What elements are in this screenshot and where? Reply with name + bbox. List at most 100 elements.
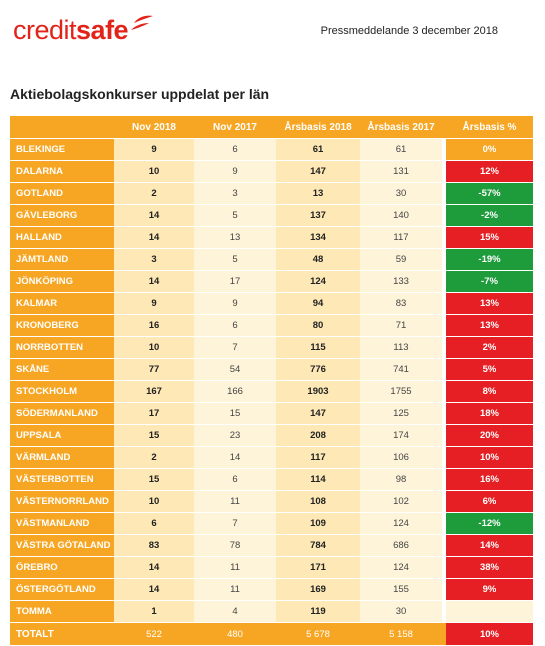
cell-ars2018: 169 — [276, 578, 360, 601]
cell-pct-change: 20% — [446, 424, 533, 447]
column-header-ars2017: Årsbasis 2017 — [360, 116, 442, 139]
county-name: VÄRMLAND — [10, 446, 114, 469]
creditsafe-swoosh-icon — [131, 15, 154, 30]
county-name: HALLAND — [10, 226, 114, 249]
county-name: ÖSTERGÖTLAND — [10, 578, 114, 601]
cell-ars2018: 48 — [276, 248, 360, 271]
cell-nov2018: 9 — [114, 138, 194, 161]
cell-nov2017: 17 — [194, 270, 276, 293]
cell-pct-change: -19% — [446, 248, 533, 271]
county-name: NORRBOTTEN — [10, 336, 114, 359]
cell-nov2018: 77 — [114, 358, 194, 381]
county-name: VÄSTERBOTTEN — [10, 468, 114, 491]
table-row: BLEKINGE 9 6 61 61 0% — [10, 138, 533, 161]
cell-ars2017: 124 — [360, 512, 442, 535]
cell-nov2017: 7 — [194, 336, 276, 359]
cell-ars2018: 109 — [276, 512, 360, 535]
cell-ars2017: 102 — [360, 490, 442, 513]
cell-pct-change: -57% — [446, 182, 533, 205]
cell-nov2017: 15 — [194, 402, 276, 425]
cell-nov2018: 83 — [114, 534, 194, 557]
cell-nov2018: 17 — [114, 402, 194, 425]
cell-pct-change: 15% — [446, 226, 533, 249]
cell-ars2017: 59 — [360, 248, 442, 271]
county-name: ÖREBRO — [10, 556, 114, 579]
county-name: STOCKHOLM — [10, 380, 114, 403]
county-name: VÄSTERNORRLAND — [10, 490, 114, 513]
cell-nov2018: 10 — [114, 336, 194, 359]
cell-pct-change: -7% — [446, 270, 533, 293]
cell-ars2018: 208 — [276, 424, 360, 447]
logo-credit-text: credit — [13, 15, 77, 45]
column-header-nov2017: Nov 2017 — [194, 116, 276, 139]
cell-nov2017: 166 — [194, 380, 276, 403]
cell-gap — [442, 402, 446, 425]
cell-nov2017: 6 — [194, 138, 276, 161]
creditsafe-logo: creditsafe — [13, 12, 154, 48]
table-row: STOCKHOLM 167 166 1903 1755 8% — [10, 380, 533, 403]
cell-nov2018: 1 — [114, 600, 194, 623]
cell-nov2018: 14 — [114, 204, 194, 227]
cell-nov2018: 15 — [114, 468, 194, 491]
table-row: HALLAND 14 13 134 117 15% — [10, 226, 533, 249]
cell-ars2017: 140 — [360, 204, 442, 227]
county-name: TOMMA — [10, 600, 114, 623]
cell-gap — [442, 424, 446, 447]
cell-gap — [442, 534, 446, 557]
cell-nov2018: 10 — [114, 490, 194, 513]
column-header-name — [10, 116, 114, 139]
table-row: SKÅNE 77 54 776 741 5% — [10, 358, 533, 381]
table-row: KRONOBERG 16 6 80 71 13% — [10, 314, 533, 337]
cell-gap — [442, 248, 446, 271]
county-name: GÄVLEBORG — [10, 204, 114, 227]
cell-gap — [442, 446, 446, 469]
total-row: TOTALT 522 480 5 678 5 158 10% — [10, 622, 533, 646]
cell-ars2018: 776 — [276, 358, 360, 381]
cell-gap — [442, 138, 446, 161]
cell-nov2018: 16 — [114, 314, 194, 337]
cell-nov2017: 3 — [194, 182, 276, 205]
cell-pct-change: -12% — [446, 512, 533, 535]
logo-wordmark: creditsafe — [13, 12, 129, 48]
cell-pct-change: 10% — [446, 446, 533, 469]
cell-ars2017: 155 — [360, 578, 442, 601]
column-header-ars2018: Årsbasis 2018 — [276, 116, 360, 139]
cell-ars2018: 80 — [276, 314, 360, 337]
cell-gap — [442, 490, 446, 513]
cell-gap — [442, 600, 446, 623]
county-name: JÄMTLAND — [10, 248, 114, 271]
cell-ars2017: 71 — [360, 314, 442, 337]
logo-safe-text: safe — [76, 15, 129, 45]
cell-nov2017: 5 — [194, 248, 276, 271]
cell-pct-change: 18% — [446, 402, 533, 425]
table-row: JÄMTLAND 3 5 48 59 -19% — [10, 248, 533, 271]
table-body: BLEKINGE 9 6 61 61 0% DALARNA 10 9 147 131 12% GOTLA… — [10, 138, 533, 646]
table-row: VÄSTERNORRLAND 10 11 108 102 6% — [10, 490, 533, 513]
total-pct-change: 10% — [446, 622, 533, 646]
cell-pct-change — [446, 600, 533, 623]
page-title: Aktiebolagskonkurser uppdelat per län — [10, 86, 270, 102]
cell-nov2017: 7 — [194, 512, 276, 535]
cell-ars2017: 30 — [360, 182, 442, 205]
county-name: SÖDERMANLAND — [10, 402, 114, 425]
cell-nov2017: 11 — [194, 556, 276, 579]
table-row: SÖDERMANLAND 17 15 147 125 18% — [10, 402, 533, 425]
column-header-pct: Årsbasis % — [446, 116, 533, 139]
cell-pct-change: 6% — [446, 490, 533, 513]
cell-gap — [442, 468, 446, 491]
cell-ars2018: 114 — [276, 468, 360, 491]
cell-nov2017: 13 — [194, 226, 276, 249]
cell-nov2018: 2 — [114, 446, 194, 469]
cell-ars2017: 98 — [360, 468, 442, 491]
cell-pct-change: 13% — [446, 292, 533, 315]
table-row: NORRBOTTEN 10 7 115 113 2% — [10, 336, 533, 359]
table-row: TOMMA 1 4 119 30 — [10, 600, 533, 623]
cell-gap — [442, 380, 446, 403]
table-row: ÖSTERGÖTLAND 14 11 169 155 9% — [10, 578, 533, 601]
cell-ars2018: 61 — [276, 138, 360, 161]
cell-ars2018: 117 — [276, 446, 360, 469]
cell-gap — [442, 160, 446, 183]
county-name: KALMAR — [10, 292, 114, 315]
cell-ars2018: 94 — [276, 292, 360, 315]
county-name: VÄSTRA GÖTALAND — [10, 534, 114, 557]
